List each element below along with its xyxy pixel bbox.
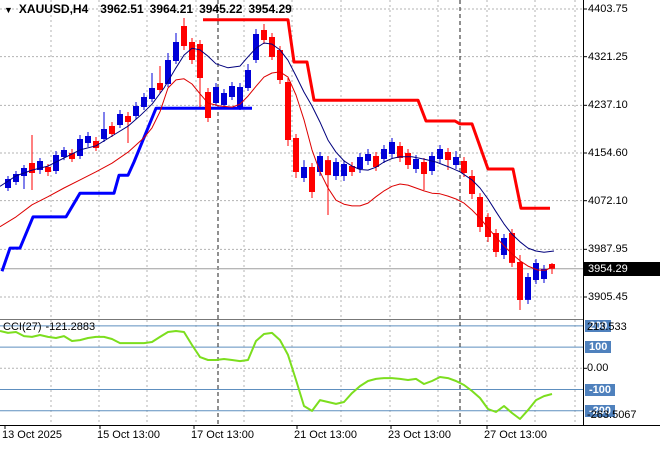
indicator-value: -121.2883: [45, 321, 96, 333]
price-axis-label: 4237.10: [588, 99, 628, 111]
cci-level-label: 100: [585, 341, 612, 353]
cci-level-label: 200: [585, 320, 612, 332]
time-axis-label: 17 Oct 13:00: [191, 429, 254, 441]
ohlc-open-value: 3962.51: [100, 2, 144, 16]
time-axis-label: 13 Oct 2025: [2, 429, 62, 441]
cci-axis-label: -263.5067: [587, 409, 637, 421]
time-axis-label: 23 Oct 13:00: [388, 429, 451, 441]
cci-level-label: -100: [585, 384, 616, 396]
indicator-name: CCI(27): [3, 321, 42, 333]
ohlc-low-value: 3945.22: [199, 2, 243, 16]
ohlc-high-value: 3964.21: [149, 2, 194, 16]
ohlc-close-value: 3954.29: [248, 2, 292, 16]
cci-axis-label: 213.533: [587, 321, 627, 333]
symbol-period-label: XAUUSD,H4: [18, 2, 89, 16]
price-axis-label: 4403.75: [588, 3, 628, 15]
symbol-dropdown-icon[interactable]: ▼: [4, 5, 13, 15]
cci-axis-label: 0.00: [587, 362, 609, 374]
time-axis-label: 15 Oct 13:00: [97, 429, 160, 441]
time-axis-label: 21 Oct 13:00: [294, 429, 357, 441]
time-axis-label: 27 Oct 13:00: [484, 429, 547, 441]
price-axis-label: 3987.95: [588, 243, 628, 255]
current-price-label: 3954.29: [584, 262, 660, 276]
price-axis-label: 4072.10: [588, 195, 628, 207]
price-axis-label: 4321.25: [588, 51, 628, 63]
price-axis-label: 4154.60: [588, 147, 628, 159]
indicator-label: CCI(27) -121.2883: [3, 321, 99, 333]
chart-header: ▼ XAUUSD,H4 3962.51 3964.21 3945.22 3954.29: [4, 2, 298, 16]
cci-level-label: -200: [585, 405, 616, 417]
price-axis-label: 3905.45: [588, 291, 628, 303]
